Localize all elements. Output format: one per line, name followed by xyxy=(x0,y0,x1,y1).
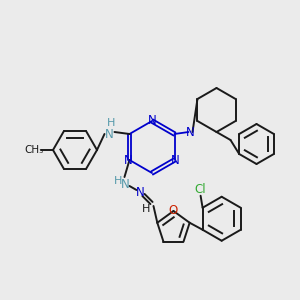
Text: CH₃: CH₃ xyxy=(24,145,44,155)
Text: N: N xyxy=(186,127,195,140)
Text: H: H xyxy=(107,118,116,128)
Text: H: H xyxy=(114,176,123,186)
Text: N: N xyxy=(105,128,114,140)
Text: N: N xyxy=(124,154,133,166)
Text: N: N xyxy=(121,178,130,190)
Text: N: N xyxy=(148,113,156,127)
Text: H: H xyxy=(142,204,151,214)
Text: Cl: Cl xyxy=(195,183,206,196)
Text: O: O xyxy=(169,203,178,217)
Text: N: N xyxy=(136,185,145,199)
Text: N: N xyxy=(171,154,180,166)
